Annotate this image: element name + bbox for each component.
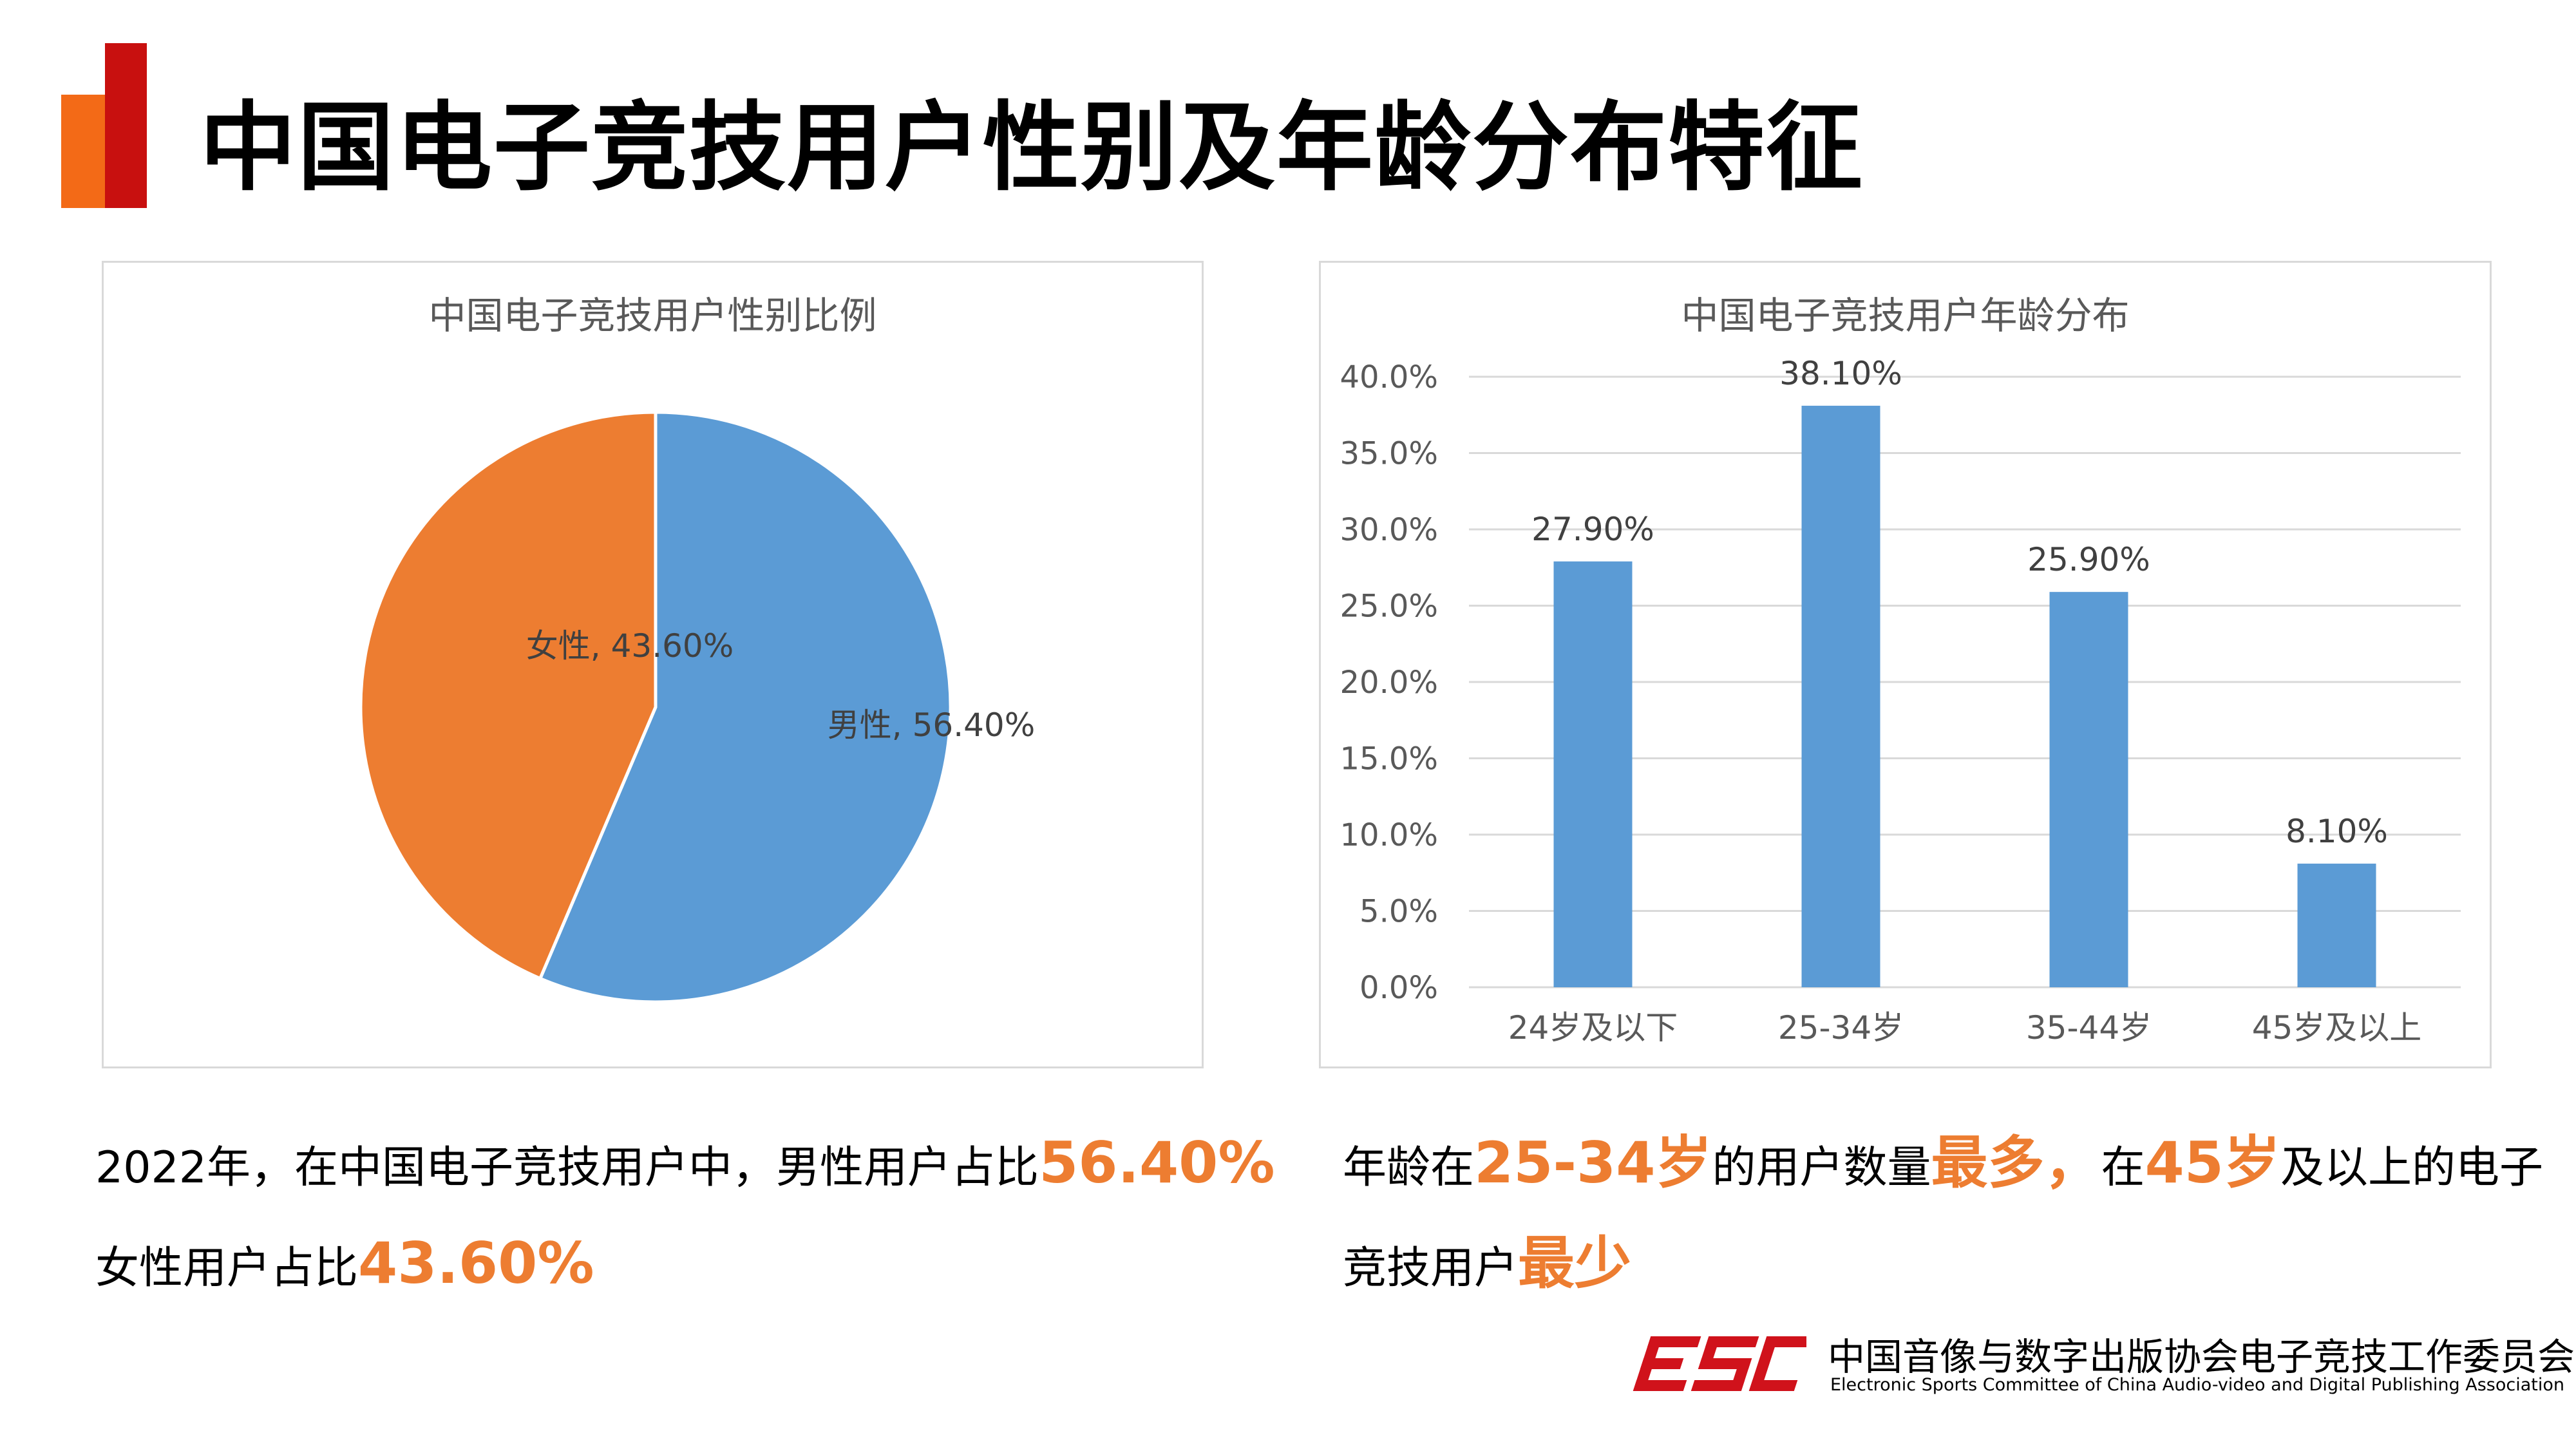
bar-1 [1801, 406, 1880, 987]
title-accent-red [105, 43, 147, 208]
title-accent-orange [61, 95, 105, 208]
footer-org-en: Electronic Sports Committee of China Aud… [1830, 1375, 2564, 1395]
summary-right-highlight: 最多， [1931, 1130, 2101, 1196]
summary-right-highlight: 25-34岁 [1474, 1130, 1712, 1196]
pie-slice-1 [359, 410, 658, 981]
summary-right-seg: 的用户数量 [1712, 1142, 1931, 1193]
y-tick-label: 15.0% [1340, 741, 1438, 777]
footer-org-cn: 中国音像与数字出版协会电子竞技工作委员会 [1828, 1335, 2575, 1379]
summary-right-seg: 及以上的电子 [2280, 1142, 2543, 1193]
female-share-highlight: 43.60% [358, 1230, 594, 1296]
y-tick-label: 35.0% [1340, 436, 1438, 472]
summary-right-seg: 竞技用户 [1343, 1243, 1519, 1294]
x-tick-label-2: 35-44岁 [2026, 1009, 2152, 1046]
y-tick-label: 30.0% [1340, 512, 1438, 548]
summary-left-text1: 2022年，在中国电子竞技用户中，男性用户占比 [95, 1142, 1039, 1193]
summary-right-seg: 在 [2101, 1142, 2145, 1193]
x-tick-label-3: 45岁及以上 [2252, 1009, 2422, 1046]
summary-left-text2: 女性用户占比 [95, 1243, 359, 1294]
y-tick-label: 40.0% [1340, 359, 1438, 395]
male-share-highlight: 56.40% [1039, 1130, 1275, 1196]
pie-slice-label-1: 女性, 43.60% [526, 627, 734, 665]
pie-slice-0 [538, 410, 952, 1004]
esc-logo [1633, 1336, 1806, 1391]
y-tick-label: 10.0% [1340, 817, 1438, 853]
bar-value-label-1: 38.10% [1779, 355, 1902, 392]
page-title: 中国电子竞技用户性别及年龄分布特征 [200, 92, 1864, 204]
summary-right-highlight: 45岁 [2145, 1130, 2280, 1196]
x-tick-label-0: 24岁及以下 [1508, 1009, 1678, 1046]
gender-chart-panel: 中国电子竞技用户性别比例 男性, 56.40% 女性, 43.60% [102, 261, 1204, 1068]
summary-left-line1: 2022年，在中国电子竞技用户中，男性用户占比56.40% [95, 1135, 1275, 1191]
bar-0 [1553, 561, 1633, 987]
y-tick-label: 20.0% [1340, 665, 1438, 701]
bar-chart-title: 中国电子竞技用户年龄分布 [1681, 294, 2130, 337]
summary-right-seg: 年龄在 [1343, 1142, 1475, 1193]
gender-pie-chart: 男性, 56.40% 女性, 43.60% [359, 410, 1035, 1004]
age-bar-chart: 0.0% 5.0% 10.0% 15.0% 20.0% 25.0% 30.0% 35.0% 40… [1340, 355, 2461, 1046]
pie-slice-label-0: 男性, 56.40% [828, 706, 1035, 744]
summary-right-highlight: 最少 [1518, 1230, 1632, 1296]
pie-chart-title: 中国电子竞技用户性别比例 [428, 294, 877, 337]
summary-right-line1: 年龄在25-34岁的用户数量最多，在45岁及以上的电子 [1343, 1135, 2543, 1191]
y-tick-label: 25.0% [1340, 589, 1438, 625]
y-tick-label: 0.0% [1359, 970, 1438, 1006]
age-chart-panel: 中国电子竞技用户年龄分布 0.0% 5.0% 10.0% 15.0% 20.0% 25.0… [1319, 261, 2492, 1068]
x-tick-label-1: 25-34岁 [1778, 1009, 1904, 1046]
summary-right-line2: 竞技用户最少 [1343, 1235, 1631, 1292]
bar-value-label-3: 8.10% [2286, 813, 2388, 850]
y-tick-label: 5.0% [1359, 894, 1438, 930]
summary-left-line2: 女性用户占比43.60% [95, 1235, 594, 1292]
bar-3 [2297, 864, 2376, 987]
bar-value-label-0: 27.90% [1531, 511, 1654, 548]
bar-value-label-2: 25.90% [2027, 541, 2150, 578]
bar-2 [2049, 592, 2128, 987]
